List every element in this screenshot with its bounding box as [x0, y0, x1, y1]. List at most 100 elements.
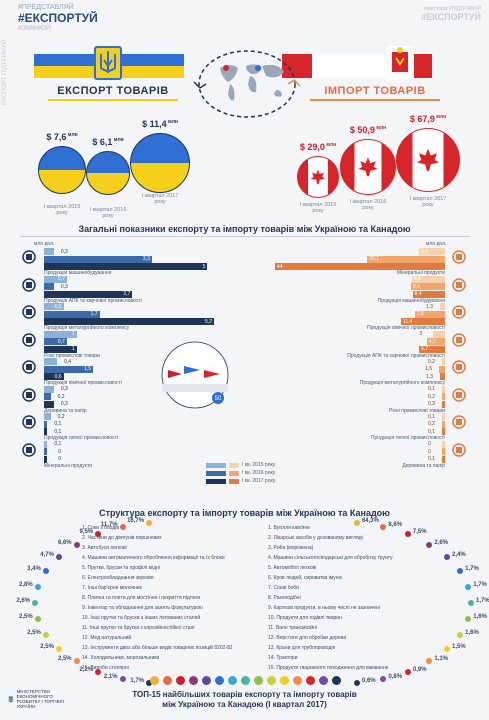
import-bar: 0,2 [428, 358, 445, 365]
import-circle-period: I квартал 2017 року [409, 196, 447, 209]
export-bar-value: 3,3 [142, 256, 150, 262]
import-dot [465, 616, 472, 623]
import-bar: 0 [428, 448, 445, 455]
import-dot [353, 519, 360, 526]
import-dot [444, 554, 451, 561]
gear-icon [452, 277, 466, 292]
category-color-dot [306, 676, 315, 685]
export-pct: 2,8% [19, 581, 33, 588]
export-pct: 2,5% [27, 629, 41, 636]
export-bar-value: 0,7 [57, 276, 65, 282]
import-dot [457, 568, 464, 575]
export-category-label: Продукція металургійного комплексу [44, 325, 130, 331]
import-dot [426, 658, 433, 665]
export-bar: 5,2 [44, 318, 214, 325]
import-bar-value: 44 [277, 263, 283, 270]
export-item-label: 11. Інші прутки та бруски з корозійності… [82, 625, 195, 631]
flags-decoration-icon: 50 [161, 341, 229, 409]
import-circle-period: I квартал 2016 року [349, 198, 387, 211]
eu-badge: 50 [215, 396, 222, 402]
export-unit: млн дол. [34, 241, 55, 247]
import-dot [468, 600, 474, 606]
export-bar: 0,2 [44, 413, 65, 420]
import-circle-period: I квартал 2015 року [299, 201, 337, 214]
export-bar-value: 0,4 [64, 358, 72, 365]
import-bar: 8,8 [411, 283, 445, 290]
export-circle [37, 145, 87, 195]
nut-icon [452, 387, 466, 402]
export-pct: 1,7% [130, 678, 145, 685]
export-bar: 1 [44, 330, 77, 338]
factory-icon [452, 360, 466, 374]
ukraine-flag [34, 46, 184, 80]
export-bar: 1,5 [44, 365, 94, 373]
import-category-label: Деревина та папір [402, 462, 445, 469]
import-item-label: 6. Кров людей, сироватки імунні [268, 575, 343, 581]
export-bar-value: 0 [58, 456, 61, 462]
ministry-name: МІНІСТЕРСТВО ЕКОНОМІЧНОГО РОЗВИТКУ І ТОР… [16, 689, 64, 709]
category-color-dot [241, 676, 250, 685]
export-pct: 16,7% [127, 517, 145, 524]
import-pct: 1,6% [473, 614, 487, 621]
hashtag-main: #ЕКСПОРТУЙ [18, 11, 98, 25]
factory-icon [22, 305, 36, 319]
export-circle-period: I квартал 2015 року [43, 204, 81, 217]
import-bar: 0,2 [428, 420, 445, 428]
export-bar: 0,1 [44, 428, 61, 435]
import-bar-value: 8,4 [414, 291, 422, 297]
maple-leaf-icon [416, 148, 440, 172]
import-bar-value: 0,1 [428, 386, 435, 392]
import-bar-value: 0,2 [428, 393, 435, 400]
import-bar: 7,8 [414, 310, 445, 318]
export-bar-value: 0,1 [54, 441, 62, 447]
export-title: ЕКСПОРТ ТОВАРІВ [48, 85, 178, 101]
import-title: ІМПОРТ ТОВАРІВ [310, 85, 440, 101]
import-category-label: Продукція металургійного комплексу [359, 380, 445, 386]
export-pct: 9,5% [79, 529, 94, 536]
category-color-dot [319, 676, 328, 685]
export-category-label: Продукція хімічної промисловості [44, 380, 122, 386]
import-item-label: 10. Продукти для годівлі тварин [268, 615, 342, 621]
export-pct: 2,5% [19, 614, 33, 621]
import-item-label: 11. Вапн трансмісійні [268, 625, 317, 631]
export-bar-value: 0,7 [57, 338, 65, 345]
export-bar: 0,3 [44, 283, 68, 290]
category-color-dot [332, 676, 341, 685]
import-bar: 0,1 [428, 428, 445, 435]
export-dot [95, 531, 102, 538]
sidebar-line: ЕКСПОРТ ПІДТРИМУЙ [2, 40, 8, 105]
export-bar: 3,3 [44, 255, 152, 263]
bottom-title-line1: ТОП-15 найбільших товарів експорту та ім… [132, 690, 357, 699]
import-item-label: 1. Вугілля кам'яне [268, 525, 310, 531]
export-pct: 2,5% [57, 656, 72, 663]
export-dot [119, 675, 126, 682]
import-bar: 4,7 [426, 338, 445, 345]
import-circle-value: $ 67,9 млн [409, 114, 447, 124]
category-color-dot [293, 676, 302, 685]
export-bar: 0 [44, 448, 61, 455]
flask-icon [22, 360, 36, 374]
export-bar: 0,6 [44, 303, 64, 310]
export-dot [55, 554, 62, 561]
import-bar-value: 0,1 [428, 413, 435, 420]
import-pct: 2,4% [452, 552, 466, 559]
export-bar: 0,3 [44, 385, 68, 393]
import-bar: 1,3 [426, 303, 445, 310]
import-item-label: 2. Лікарські засоби у дозованому вигляді [268, 535, 363, 541]
export-bar-value: 0,2 [57, 393, 65, 400]
category-color-dot [189, 676, 198, 685]
import-bar-value: 1,3 [425, 303, 433, 310]
import-item-label: 8. Ракоподібні [268, 595, 301, 601]
import-bar-value: 8,8 [413, 283, 420, 290]
gear-icon [22, 332, 36, 347]
import-category-label: Продукція легкої промисловості [370, 435, 445, 441]
import-dot [404, 531, 411, 538]
import-item-label: 5. Автомобілі легкові [268, 565, 317, 571]
export-circle [86, 151, 130, 195]
export-dot [73, 658, 80, 665]
cow-icon [22, 277, 36, 292]
import-bar-value: 0,1 [428, 428, 435, 435]
import-bar: 3 [419, 330, 445, 338]
import-pct: 7,5% [412, 529, 427, 536]
export-dot [146, 519, 153, 526]
